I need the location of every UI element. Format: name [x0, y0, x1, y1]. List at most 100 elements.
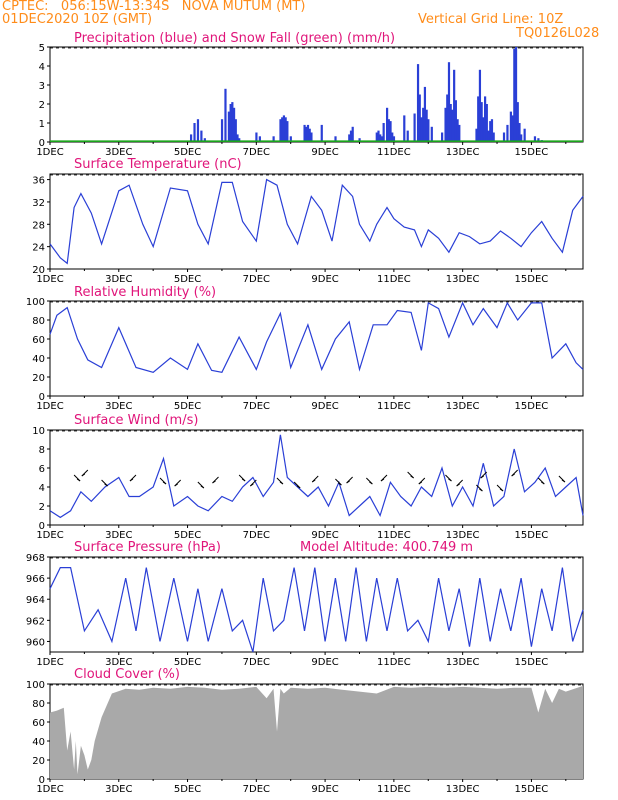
precip-bar: [382, 123, 385, 142]
wind-arrow-head: [200, 485, 205, 489]
panel6-xtick-label-7: 15DEC: [515, 784, 549, 795]
precip-bar: [511, 115, 514, 142]
precip-bar: [475, 128, 478, 142]
wind-arrow-head: [76, 478, 81, 482]
panel3-ytick-label-0: 0: [39, 392, 45, 403]
panel4-xtick-label-6: 13DEC: [446, 530, 480, 541]
panel4-ytick-label-1: 2: [39, 502, 45, 513]
panel1-ytick-label-5: 5: [39, 43, 45, 54]
panel6-xtick-label-2: 5DEC: [174, 784, 201, 795]
precip-bar: [255, 132, 258, 142]
panel4-xtick-label-2: 5DEC: [174, 530, 201, 541]
panel2-title: Surface Temperature (nC): [74, 157, 242, 172]
precip-bar: [516, 102, 519, 142]
precip-bar: [449, 104, 452, 142]
precip-bar: [189, 134, 193, 142]
panel1-xtick-label-1: 3DEC: [105, 147, 132, 158]
precip-bar: [406, 130, 409, 142]
panel4-ytick-label-4: 8: [39, 445, 45, 456]
panel5-ytick-label-1: 962: [26, 616, 45, 627]
precip-bar: [272, 136, 275, 142]
panel5-ytick-label-2: 964: [26, 595, 45, 606]
panel2-xtick-label-4: 9DEC: [311, 274, 338, 285]
panel4-xtick-label-5: 11DEC: [377, 530, 411, 541]
precip-bar: [282, 115, 286, 142]
panel3-xtick-label-2: 5DEC: [174, 401, 201, 412]
wind-arrow-head: [448, 478, 452, 482]
precip-bar: [418, 94, 421, 142]
panel4-ytick-label-2: 4: [39, 483, 45, 494]
wind-arrow-head: [311, 479, 316, 483]
wind-arrow-head: [418, 481, 423, 485]
precip-bar: [441, 132, 444, 142]
panel6-ytick-label-4: 80: [32, 699, 45, 710]
precip-bar: [427, 119, 430, 142]
precip-bar: [303, 124, 306, 142]
wind-arrow-head: [279, 481, 284, 485]
wind-arrow-head: [212, 480, 216, 484]
panel2-ytick-label-4: 36: [32, 176, 45, 187]
precip-bar: [444, 107, 447, 142]
wind-arrow-head: [129, 478, 134, 482]
precip-bar: [518, 123, 521, 142]
precip-bar: [482, 117, 485, 142]
precip-bar: [193, 123, 196, 142]
precip-bar: [258, 136, 261, 142]
panel4-ytick-label-3: 6: [39, 464, 45, 475]
panel4-ytick-label-5: 10: [32, 426, 45, 437]
wind-arrow-head: [104, 483, 108, 487]
panel3-ytick-label-5: 100: [26, 297, 45, 308]
precip-bar: [514, 47, 518, 142]
precip-bar: [200, 130, 203, 142]
wind-arrow-head: [561, 479, 566, 483]
precip-bar: [458, 124, 461, 142]
precip-bar: [446, 94, 449, 142]
precip-bar: [238, 138, 241, 142]
precip-bar: [391, 132, 394, 142]
panel3-ytick-label-4: 80: [32, 316, 45, 327]
precip-bar: [351, 126, 354, 142]
panel6-xtick-label-4: 9DEC: [311, 784, 338, 795]
panel5-xtick-label-1: 3DEC: [105, 657, 132, 668]
wind-arrow-head: [241, 478, 246, 482]
wind-arrow-head: [162, 481, 167, 485]
panel4-xtick-label-1: 3DEC: [105, 530, 132, 541]
panel3-xtick-label-6: 13DEC: [446, 401, 480, 412]
wind-arrow-head: [541, 481, 545, 485]
precip-bar: [506, 124, 509, 142]
precip-bar: [403, 115, 406, 142]
precip-bar: [392, 136, 396, 142]
precip-bar: [379, 134, 382, 142]
panel6-ytick-label-3: 60: [32, 718, 45, 729]
panel3-title: Relative Humidity (%): [74, 285, 216, 300]
panel4-series-line: [49, 434, 584, 519]
panel5-xtick-label-4: 9DEC: [311, 657, 338, 668]
panel3-xtick-label-0: 1DEC: [36, 401, 63, 412]
wind-arrow-head: [480, 475, 484, 479]
precip-bar: [224, 88, 227, 142]
panel3-xtick-label-5: 11DEC: [377, 401, 411, 412]
precip-bar: [422, 107, 425, 142]
precip-bar: [281, 117, 284, 142]
panel4-xtick-label-7: 15DEC: [515, 530, 549, 541]
precip-bar: [229, 104, 232, 142]
precip-bar: [232, 107, 236, 142]
precip-bar: [456, 119, 459, 142]
precip-bar: [483, 96, 487, 142]
panel4-ytick-label-0: 0: [39, 521, 45, 532]
panel1-title: Precipitation (blue) and Snow Fall (gree…: [74, 31, 395, 46]
panel4-frame: [49, 429, 584, 526]
panel2-xtick-label-3: 7DEC: [243, 274, 270, 285]
wind-arrow-head: [380, 478, 385, 482]
panel6-xtick-label-1: 3DEC: [105, 784, 132, 795]
precip-bar: [334, 136, 337, 142]
wind-arrow-head: [479, 488, 483, 492]
precip-bar: [380, 136, 384, 142]
precip-bar: [196, 119, 200, 142]
precip-bar: [425, 109, 428, 142]
precip-bar: [487, 130, 490, 142]
precip-bar: [377, 130, 380, 142]
panel1-ytick-label-4: 4: [39, 62, 45, 73]
panel3-series-line: [49, 301, 584, 373]
